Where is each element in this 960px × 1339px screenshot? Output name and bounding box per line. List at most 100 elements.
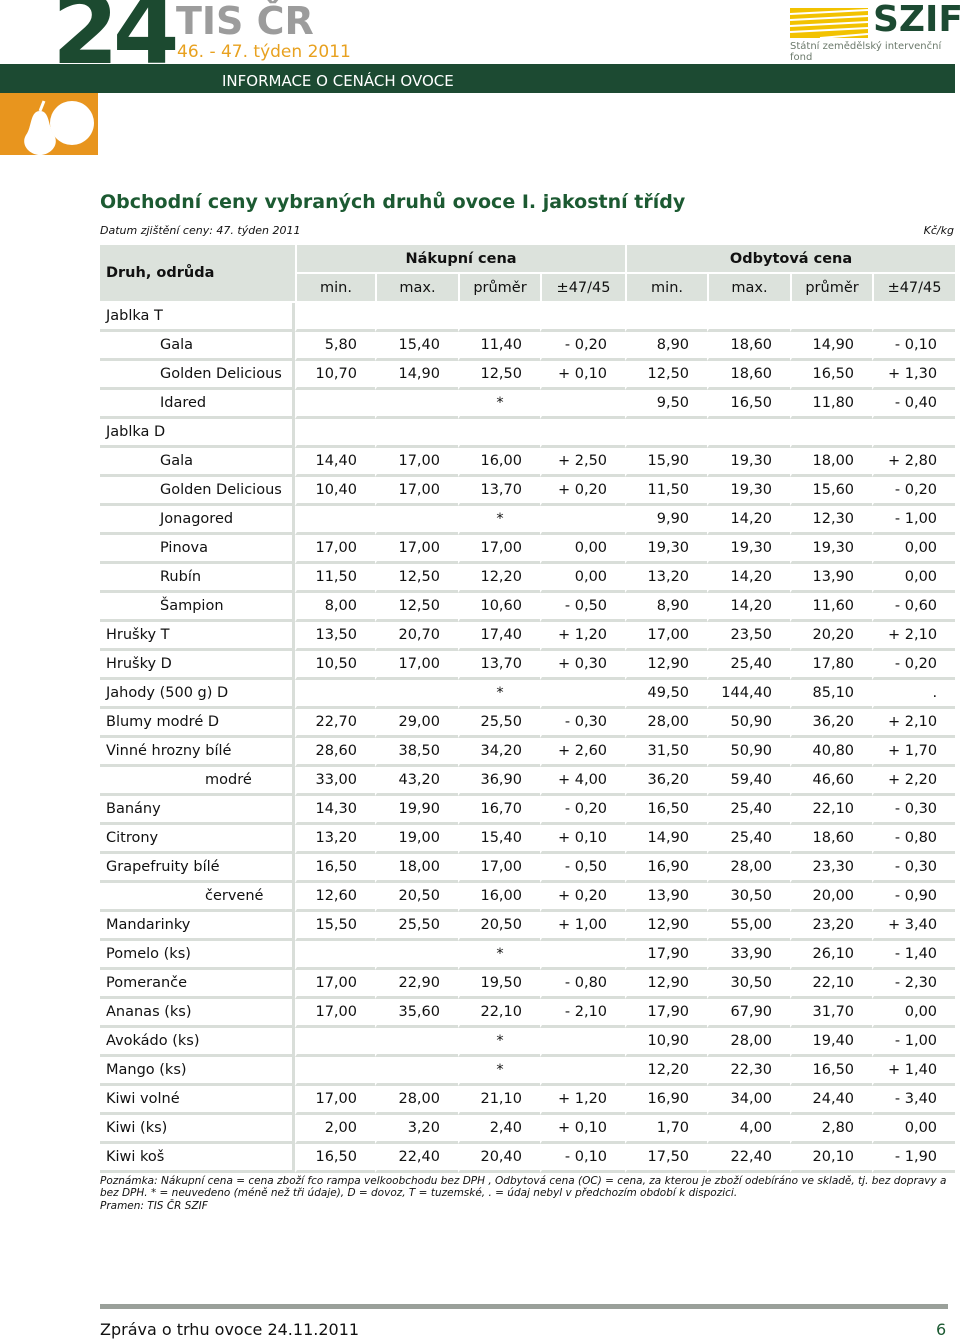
cell: 20,20: [790, 622, 873, 651]
cell: 25,40: [707, 825, 791, 854]
cell: 22,40: [375, 1144, 458, 1173]
cell: [295, 680, 375, 709]
cell: + 2,80: [872, 448, 956, 477]
cell: 12,90: [625, 970, 708, 999]
cell: 8,00: [295, 593, 375, 622]
cell: 17,00: [295, 970, 375, 999]
header-sub: ±47/45: [872, 274, 956, 303]
cell: 17,40: [458, 622, 540, 651]
cell: 17,00: [295, 535, 375, 564]
cell: - 2,10: [540, 999, 626, 1028]
row-label: Pomelo (ks): [100, 941, 295, 970]
cell: [295, 390, 375, 419]
cell: + 1,00: [540, 912, 626, 941]
cell: 16,50: [625, 796, 708, 825]
cell: [872, 303, 956, 332]
row-label: Jonagored: [100, 506, 295, 535]
table-row: Pinova 17,00 17,00 17,00 0,00 19,30 19,30 19,30…: [100, 535, 956, 564]
cell: 17,00: [458, 535, 540, 564]
cell: 22,10: [458, 999, 540, 1028]
header-group: Odbytová cena: [625, 245, 956, 274]
cell: 55,00: [707, 912, 791, 941]
note: Poznámka: Nákupní cena = cena zboží fco …: [100, 1175, 947, 1199]
cell: 33,90: [707, 941, 791, 970]
cell: 36,90: [458, 767, 540, 796]
table-row: Jablka T: [100, 303, 956, 332]
row-label: Rubín: [100, 564, 295, 593]
cell: 35,60: [375, 999, 458, 1028]
cell: 20,50: [375, 883, 458, 912]
cell: 28,00: [625, 709, 708, 738]
cell: + 4,00: [540, 767, 626, 796]
table-row: červené 12,60 20,50 16,00 + 0,20 13,90 30,50 20…: [100, 883, 956, 912]
cell: 9,50: [625, 390, 708, 419]
cell: + 2,20: [872, 767, 956, 796]
price-table: Druh, odrůda Nákupní cena Odbytová cena min…: [100, 245, 956, 1173]
row-label: Gala: [100, 332, 295, 361]
header-brand: TIS ČR: [176, 0, 314, 43]
header-label: Druh, odrůda: [100, 245, 295, 303]
cell: .: [872, 680, 956, 709]
cell: 2,00: [295, 1115, 375, 1144]
cell: 38,50: [375, 738, 458, 767]
cell: 11,80: [790, 390, 873, 419]
cell: [707, 419, 791, 448]
cell: 15,90: [625, 448, 708, 477]
row-label: Gala: [100, 448, 295, 477]
row-label: modré: [100, 767, 295, 796]
cell: 29,00: [375, 709, 458, 738]
table-row: Jablka D: [100, 419, 956, 448]
cell: 36,20: [625, 767, 708, 796]
cell: 30,50: [707, 970, 791, 999]
row-label: Mango (ks): [100, 1057, 295, 1086]
cell: - 0,80: [540, 970, 626, 999]
cell: + 2,10: [872, 622, 956, 651]
cell: [540, 941, 626, 970]
cell: - 0,40: [872, 390, 956, 419]
cell: + 0,10: [540, 1115, 626, 1144]
cell: - 0,80: [872, 825, 956, 854]
cell: 19,30: [790, 535, 873, 564]
cell: 20,10: [790, 1144, 873, 1173]
cell: + 2,10: [872, 709, 956, 738]
cell: 31,50: [625, 738, 708, 767]
cell: 12,50: [375, 564, 458, 593]
table-row: Jahody (500 g) D * 49,50 144,40 85,10.: [100, 680, 956, 709]
cell: 4,00: [707, 1115, 791, 1144]
table-row: Pomeranče 17,00 22,90 19,50- 0,80 12,90 30,50…: [100, 970, 956, 999]
cell: 23,50: [707, 622, 791, 651]
cell: 11,50: [625, 477, 708, 506]
table-row: Gala 14,40 17,00 16,00 + 2,50 15,90 19,30 18,00…: [100, 448, 956, 477]
table-row: Kiwi volné 17,00 28,00 21,10 + 1,20 16,90 34,0…: [100, 1086, 956, 1115]
cell: 10,50: [295, 651, 375, 680]
cell: 0,00: [872, 999, 956, 1028]
cell: - 1,40: [872, 941, 956, 970]
cell: 19,50: [458, 970, 540, 999]
cell: + 2,60: [540, 738, 626, 767]
cell: [375, 303, 458, 332]
cell: 16,00: [458, 883, 540, 912]
cell: - 0,20: [872, 477, 956, 506]
cell: [872, 419, 956, 448]
cell: 15,40: [458, 825, 540, 854]
row-label: Jahody (500 g) D: [100, 680, 295, 709]
cell: 28,00: [375, 1086, 458, 1115]
cell: [540, 1028, 626, 1057]
cell: 20,50: [458, 912, 540, 941]
cell: [540, 303, 626, 332]
cell: 0,00: [872, 1115, 956, 1144]
cell: [458, 419, 540, 448]
cell: 12,90: [625, 651, 708, 680]
row-label: Hrušky D: [100, 651, 295, 680]
table-row: Gala 5,80 15,40 11,40- 0,20 8,90 18,60 14,90- …: [100, 332, 956, 361]
cell: 13,90: [625, 883, 708, 912]
cell: [790, 419, 873, 448]
header-sub: min.: [295, 274, 375, 303]
cell: 25,40: [707, 651, 791, 680]
cell: - 0,30: [872, 796, 956, 825]
row-label: Pinova: [100, 535, 295, 564]
cell: 16,90: [625, 1086, 708, 1115]
cell: 19,30: [707, 535, 791, 564]
cell: 17,80: [790, 651, 873, 680]
cell: 17,00: [295, 999, 375, 1028]
